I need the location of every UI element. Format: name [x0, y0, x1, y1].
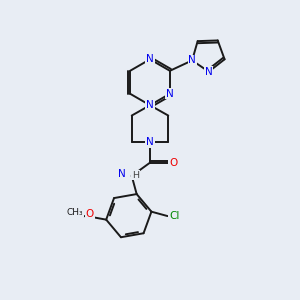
Text: CH₃: CH₃: [67, 208, 84, 217]
Text: N: N: [146, 137, 154, 147]
Text: N: N: [146, 100, 154, 110]
Text: Cl: Cl: [169, 211, 179, 221]
Text: N: N: [118, 169, 126, 179]
Text: N: N: [188, 56, 196, 65]
Text: H: H: [132, 171, 139, 180]
Text: O: O: [169, 158, 177, 168]
Text: N: N: [205, 67, 213, 77]
Text: O: O: [86, 209, 94, 219]
Text: N: N: [146, 54, 154, 64]
Text: N: N: [166, 89, 174, 99]
